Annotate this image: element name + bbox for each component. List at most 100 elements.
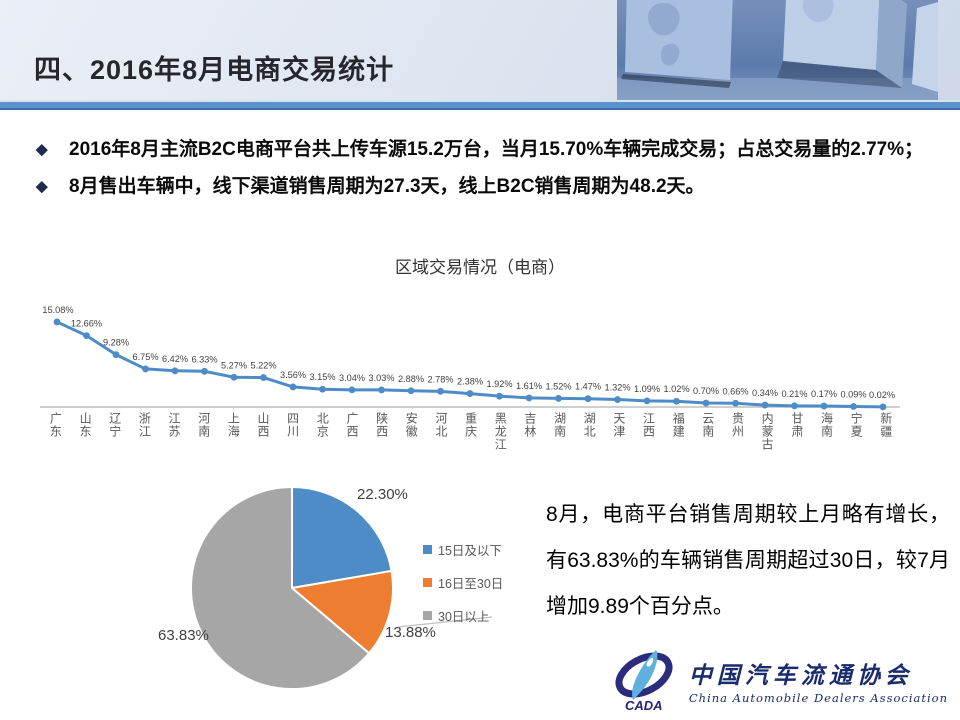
- data-label: 9.28%: [103, 338, 129, 348]
- x-axis-category: 广东: [40, 412, 70, 486]
- data-point: [643, 397, 651, 405]
- data-point: [732, 399, 739, 407]
- x-axis-category: 四川: [277, 412, 307, 486]
- x-axis-category: 山西: [248, 412, 278, 486]
- x-axis-category: 福建: [663, 412, 693, 486]
- legend-label: 15日及以下: [438, 544, 502, 558]
- logo-name-cn: 中国汽车流通协会: [688, 661, 913, 689]
- data-point: [53, 318, 61, 326]
- x-axis-label: 福建: [671, 412, 686, 438]
- x-axis-category: 陕西: [366, 412, 396, 486]
- data-label: 6.33%: [191, 354, 217, 364]
- x-axis-label: 宁夏: [849, 412, 864, 438]
- data-point: [466, 390, 474, 397]
- x-axis-label: 甘肃: [789, 412, 804, 438]
- cada-acronym: CADA: [625, 698, 663, 712]
- data-label: 0.21%: [781, 389, 807, 399]
- pie-slice-15日及以下: [291, 485, 393, 590]
- pie-slice-16日至30日: [289, 569, 394, 655]
- x-axis-category: 贵州: [722, 412, 752, 486]
- x-axis-category: 重庆: [455, 412, 485, 486]
- data-point: [142, 365, 149, 373]
- data-point: [879, 403, 887, 411]
- data-label: 3.15%: [309, 372, 335, 382]
- cada-logo: CADA 中国汽车流通协会 China Automobile Dealers A…: [609, 648, 948, 712]
- bullet-text: 8月售出车辆中，线下渠道销售周期为27.3天，线上B2C销售周期为48.2天。: [69, 176, 705, 197]
- x-axis-label: 重庆: [463, 412, 478, 438]
- data-label: 1.52%: [545, 381, 571, 391]
- data-label: 1.09%: [634, 384, 660, 394]
- data-label: 5.27%: [221, 360, 247, 370]
- data-label: 3.03%: [368, 373, 394, 383]
- x-axis-label: 浙江: [137, 412, 152, 438]
- world-cubes-graphic: [617, 0, 938, 100]
- data-point: [437, 387, 444, 395]
- x-axis-category: 上海: [218, 412, 248, 486]
- data-point: [555, 395, 562, 402]
- x-axis-category: 山东: [70, 412, 100, 486]
- x-axis-label: 贵州: [730, 412, 745, 438]
- x-axis-label: 北京: [315, 412, 330, 438]
- data-label: 0.34%: [752, 388, 778, 398]
- commentary-text: 8月，电商平台销售周期较上月略有增长，有63.83%的车辆销售周期超过30日，较…: [546, 503, 950, 618]
- data-point: [791, 402, 798, 410]
- x-axis-category: 云南: [692, 412, 722, 486]
- x-axis-category: 甘肃: [781, 412, 811, 486]
- page-title: 四、2016年8月电商交易统计: [34, 55, 395, 85]
- data-label: 6.75%: [132, 352, 158, 362]
- data-point: [112, 351, 120, 359]
- bullet-text: 2016年8月主流B2C电商平台共上传车源15.2万台，当月15.70%车辆完成…: [69, 139, 924, 160]
- x-axis-label: 河北: [433, 412, 448, 438]
- x-axis-category: 宁夏: [841, 412, 871, 486]
- x-axis-label: 广西: [344, 412, 359, 438]
- x-axis-category: 天津: [603, 412, 633, 486]
- x-axis-category: 湖北: [574, 412, 604, 486]
- x-axis-category: 江西: [633, 412, 663, 486]
- data-label: 6.42%: [162, 354, 188, 364]
- data-label: 0.70%: [693, 386, 719, 396]
- data-label: 1.61%: [516, 381, 542, 391]
- pie-slice-30日以上: [190, 485, 371, 690]
- data-point: [83, 332, 90, 339]
- bullet-list: ◆ 2016年8月主流B2C电商平台共上传车源15.2万台，当月15.70%车辆…: [36, 131, 928, 205]
- line-chart: 15.08% 12.66%9.28%6.75% 6.42% 6.33% 5.27% 5.2…: [40, 305, 900, 411]
- x-axis-category: 河南: [188, 412, 218, 486]
- data-label: 15.08%: [42, 305, 73, 315]
- data-label: 0.02%: [869, 390, 895, 400]
- x-axis-label: 四川: [285, 412, 300, 438]
- legend-marker-icon: [423, 611, 432, 620]
- data-point: [319, 385, 326, 393]
- legend-marker-icon: [423, 578, 432, 587]
- data-label: 1.92%: [486, 379, 512, 389]
- x-axis-category: 安徽: [396, 412, 426, 486]
- pie-legend: 15日及以下 16日至30日 30日以上: [423, 540, 503, 639]
- data-point: [673, 397, 680, 405]
- line-chart-title: 区域交易情况（电商）: [395, 258, 565, 277]
- data-point: [525, 394, 533, 402]
- x-axis-label: 海南: [819, 412, 834, 438]
- x-axis-label: 新疆: [878, 412, 893, 438]
- data-label: 3.56%: [280, 370, 306, 380]
- data-point: [201, 367, 208, 375]
- legend-item: 16日至30日: [423, 573, 503, 592]
- data-point: [761, 401, 769, 409]
- x-axis-category: 吉林: [515, 412, 545, 486]
- x-axis-label: 云南: [700, 412, 715, 438]
- x-axis-label: 内蒙古: [760, 412, 775, 451]
- x-axis-label: 安徽: [404, 412, 419, 438]
- x-axis-label: 吉林: [522, 412, 537, 438]
- data-label: 1.47%: [575, 382, 601, 392]
- bullet-item: ◆ 2016年8月主流B2C电商平台共上传车源15.2万台，当月15.70%车辆…: [36, 131, 928, 168]
- data-label: 5.22%: [250, 361, 276, 371]
- x-axis-category: 北京: [307, 412, 337, 486]
- header: 四、2016年8月电商交易统计: [0, 0, 960, 100]
- x-axis-label: 辽宁: [107, 412, 122, 438]
- x-axis-category: 湖南: [544, 412, 574, 486]
- data-point: [407, 387, 415, 395]
- pie-chart: [190, 485, 394, 690]
- data-label: 12.66%: [71, 319, 102, 329]
- data-label: 0.66%: [722, 386, 748, 396]
- x-axis-label: 江苏: [167, 412, 182, 438]
- x-axis-label: 河南: [196, 412, 211, 438]
